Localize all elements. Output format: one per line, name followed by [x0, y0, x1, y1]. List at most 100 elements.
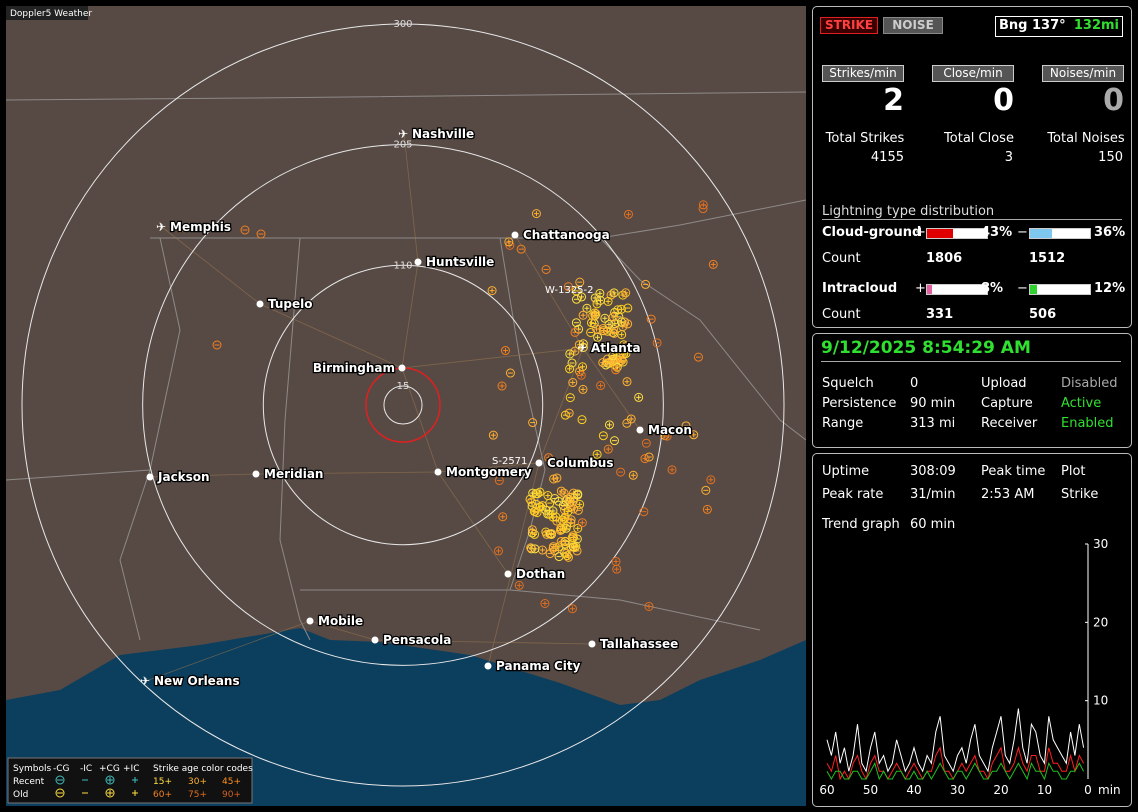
strike-symbol [618, 290, 628, 300]
strike-symbol [570, 346, 580, 356]
airport-icon: ✈ [140, 674, 150, 688]
range-ring-label: 15 [397, 381, 410, 392]
strike-button[interactable]: STRIKE [820, 17, 878, 34]
strike-symbol [578, 339, 588, 349]
strike-symbol [646, 314, 656, 324]
strike-symbol [545, 549, 555, 559]
strike-symbol [175, 223, 185, 233]
legend-age: 60+ [153, 790, 172, 800]
strike-symbol [586, 318, 596, 328]
strike-symbol [706, 475, 716, 485]
dist-bar-frame [926, 284, 988, 295]
strike-symbol [568, 378, 578, 388]
strike-symbol [592, 324, 602, 334]
strike-symbol [578, 362, 588, 372]
x-tick-label: 20 [993, 783, 1008, 797]
x-tick-label: 10 [1037, 783, 1052, 797]
trend-line [826, 708, 1085, 773]
city-dot [252, 470, 260, 478]
strike-symbol [488, 430, 498, 440]
stat-value: 60 min [910, 517, 956, 532]
strike-symbol [576, 370, 586, 380]
range-ring-label: 110 [393, 260, 412, 271]
strike-symbol [592, 299, 602, 309]
rate-label[interactable]: Strikes/min [822, 65, 904, 82]
total-label: Total Close [944, 131, 1014, 146]
city-dot [434, 468, 442, 476]
strike-symbol [621, 288, 631, 298]
legend-row-label: Recent [13, 777, 45, 787]
strike-symbol [550, 546, 560, 556]
airport-icon: ✈ [398, 127, 408, 141]
strike-symbol [558, 501, 568, 511]
dist-percent: 36% [1094, 225, 1126, 240]
strike-symbol [578, 384, 588, 394]
legend-age-title: Strike age color codes [153, 764, 253, 774]
dist-sign: + [915, 281, 926, 296]
rate-label[interactable]: Close/min [932, 65, 1014, 82]
strike-symbol [212, 340, 222, 350]
setting-text: Enabled [1061, 416, 1114, 431]
y-tick-label: 30 [1093, 537, 1108, 551]
total-value: 150 [1098, 150, 1123, 165]
trend-chart: 10 20 30 60 50 40 30 20 10 0 min [819, 537, 1120, 797]
strike-symbol [570, 327, 580, 337]
stat-value: 31/min [910, 487, 956, 502]
strike-symbol [562, 551, 572, 561]
strike-symbol [555, 525, 565, 535]
city-label: Montgomery [446, 465, 532, 479]
noise-button[interactable]: NOISE [883, 17, 943, 34]
strike-symbol [693, 352, 703, 362]
strike-symbol [595, 288, 605, 298]
strike-symbol [516, 244, 526, 254]
strike-symbol [623, 319, 633, 329]
dist-label: Cloud-ground [822, 225, 922, 240]
city-label: Memphis [170, 220, 231, 234]
x-tick-label: 50 [863, 783, 878, 797]
strike-symbol [573, 490, 583, 500]
city-label: Columbus [547, 456, 614, 470]
dist-sign: + [915, 225, 926, 240]
city-dot [256, 300, 264, 308]
strike-symbol [494, 476, 504, 486]
stat-label: Trend graph [822, 517, 900, 532]
city-dot [484, 662, 492, 670]
stat-label: Peak rate [822, 487, 884, 502]
legend-age: 90+ [222, 790, 241, 800]
y-tick-label: 10 [1093, 694, 1108, 708]
strike-symbol [609, 288, 619, 298]
dist-count-label: Count [822, 307, 861, 322]
strike-symbol [528, 418, 538, 428]
bearing: Bng 137° [999, 18, 1066, 33]
dist-label: Intracloud [822, 281, 898, 296]
strike-symbol [609, 324, 619, 334]
setting-text: Disabled [1061, 376, 1118, 391]
setting-text: 90 min [910, 396, 956, 411]
strike-symbol [604, 420, 614, 430]
dist-percent: 43% [981, 225, 1013, 240]
rate-label[interactable]: Noises/min [1042, 65, 1124, 82]
strike-symbol [560, 512, 570, 522]
legend-header: +CG [99, 764, 120, 774]
range-ring [142, 144, 664, 666]
strike-symbol [505, 240, 515, 250]
strike-symbol [610, 319, 620, 329]
trend-panel: Uptime 308:09 Peak time Plot Peak rate 3… [812, 453, 1132, 807]
strike-symbol [514, 580, 524, 590]
city-label: New Orleans [154, 674, 240, 688]
city-label: Tupelo [268, 297, 313, 311]
setting-text: Range [822, 416, 864, 431]
strike-symbol [588, 311, 598, 321]
stat-label: Peak time [981, 464, 1046, 479]
strike-symbol [598, 431, 608, 441]
strike-symbol [494, 546, 504, 556]
strike-symbol [596, 381, 606, 391]
strike-symbol [681, 421, 691, 431]
strike-symbol [622, 341, 632, 351]
dist-percent: 12% [1094, 281, 1126, 296]
strike-symbol [634, 392, 644, 402]
stat-label: Uptime [822, 464, 870, 479]
strike-symbol [564, 498, 574, 508]
city-dot [414, 258, 422, 266]
